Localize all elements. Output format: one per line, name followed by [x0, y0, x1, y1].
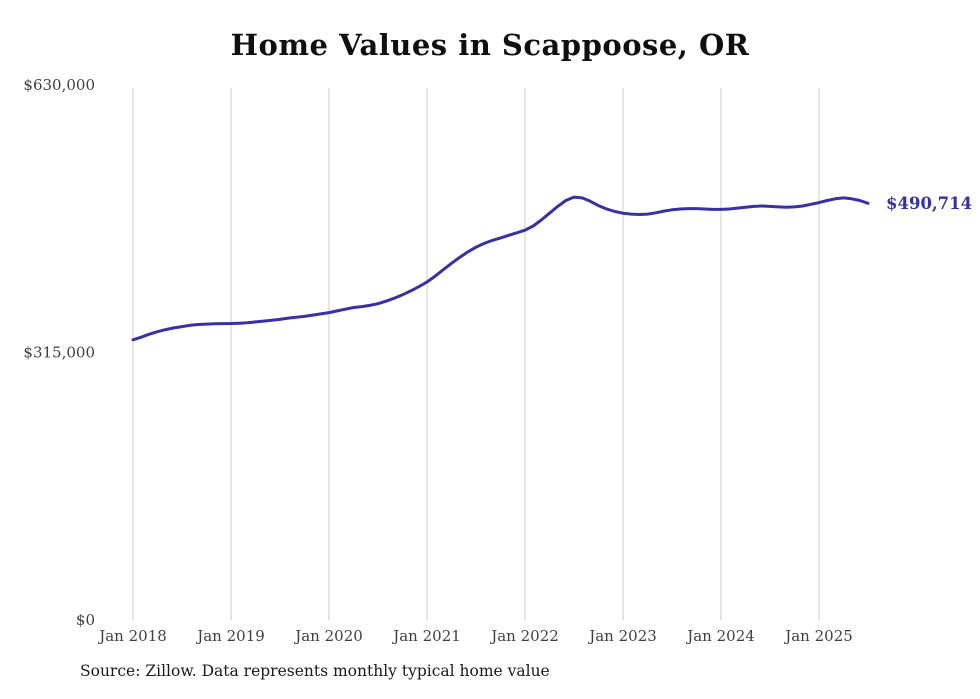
x-tick-label: Jan 2022 — [489, 627, 559, 645]
y-tick-label: $315,000 — [23, 344, 95, 362]
chart-title: Home Values in Scappoose, OR — [230, 28, 750, 62]
y-tick-label: $630,000 — [23, 76, 95, 94]
current-value-label: $490,714 — [886, 194, 972, 213]
x-tick-label: Jan 2021 — [391, 627, 461, 645]
x-tick-label: Jan 2025 — [783, 627, 853, 645]
x-tick-label: Jan 2018 — [97, 627, 167, 645]
x-tick-label: Jan 2020 — [293, 627, 363, 645]
source-note: Source: Zillow. Data represents monthly … — [80, 662, 550, 680]
y-tick-label: $0 — [76, 611, 95, 629]
x-tick-label: Jan 2024 — [685, 627, 755, 645]
x-tick-label: Jan 2023 — [587, 627, 657, 645]
value-line — [131, 195, 870, 342]
x-tick-label: Jan 2019 — [195, 627, 265, 645]
